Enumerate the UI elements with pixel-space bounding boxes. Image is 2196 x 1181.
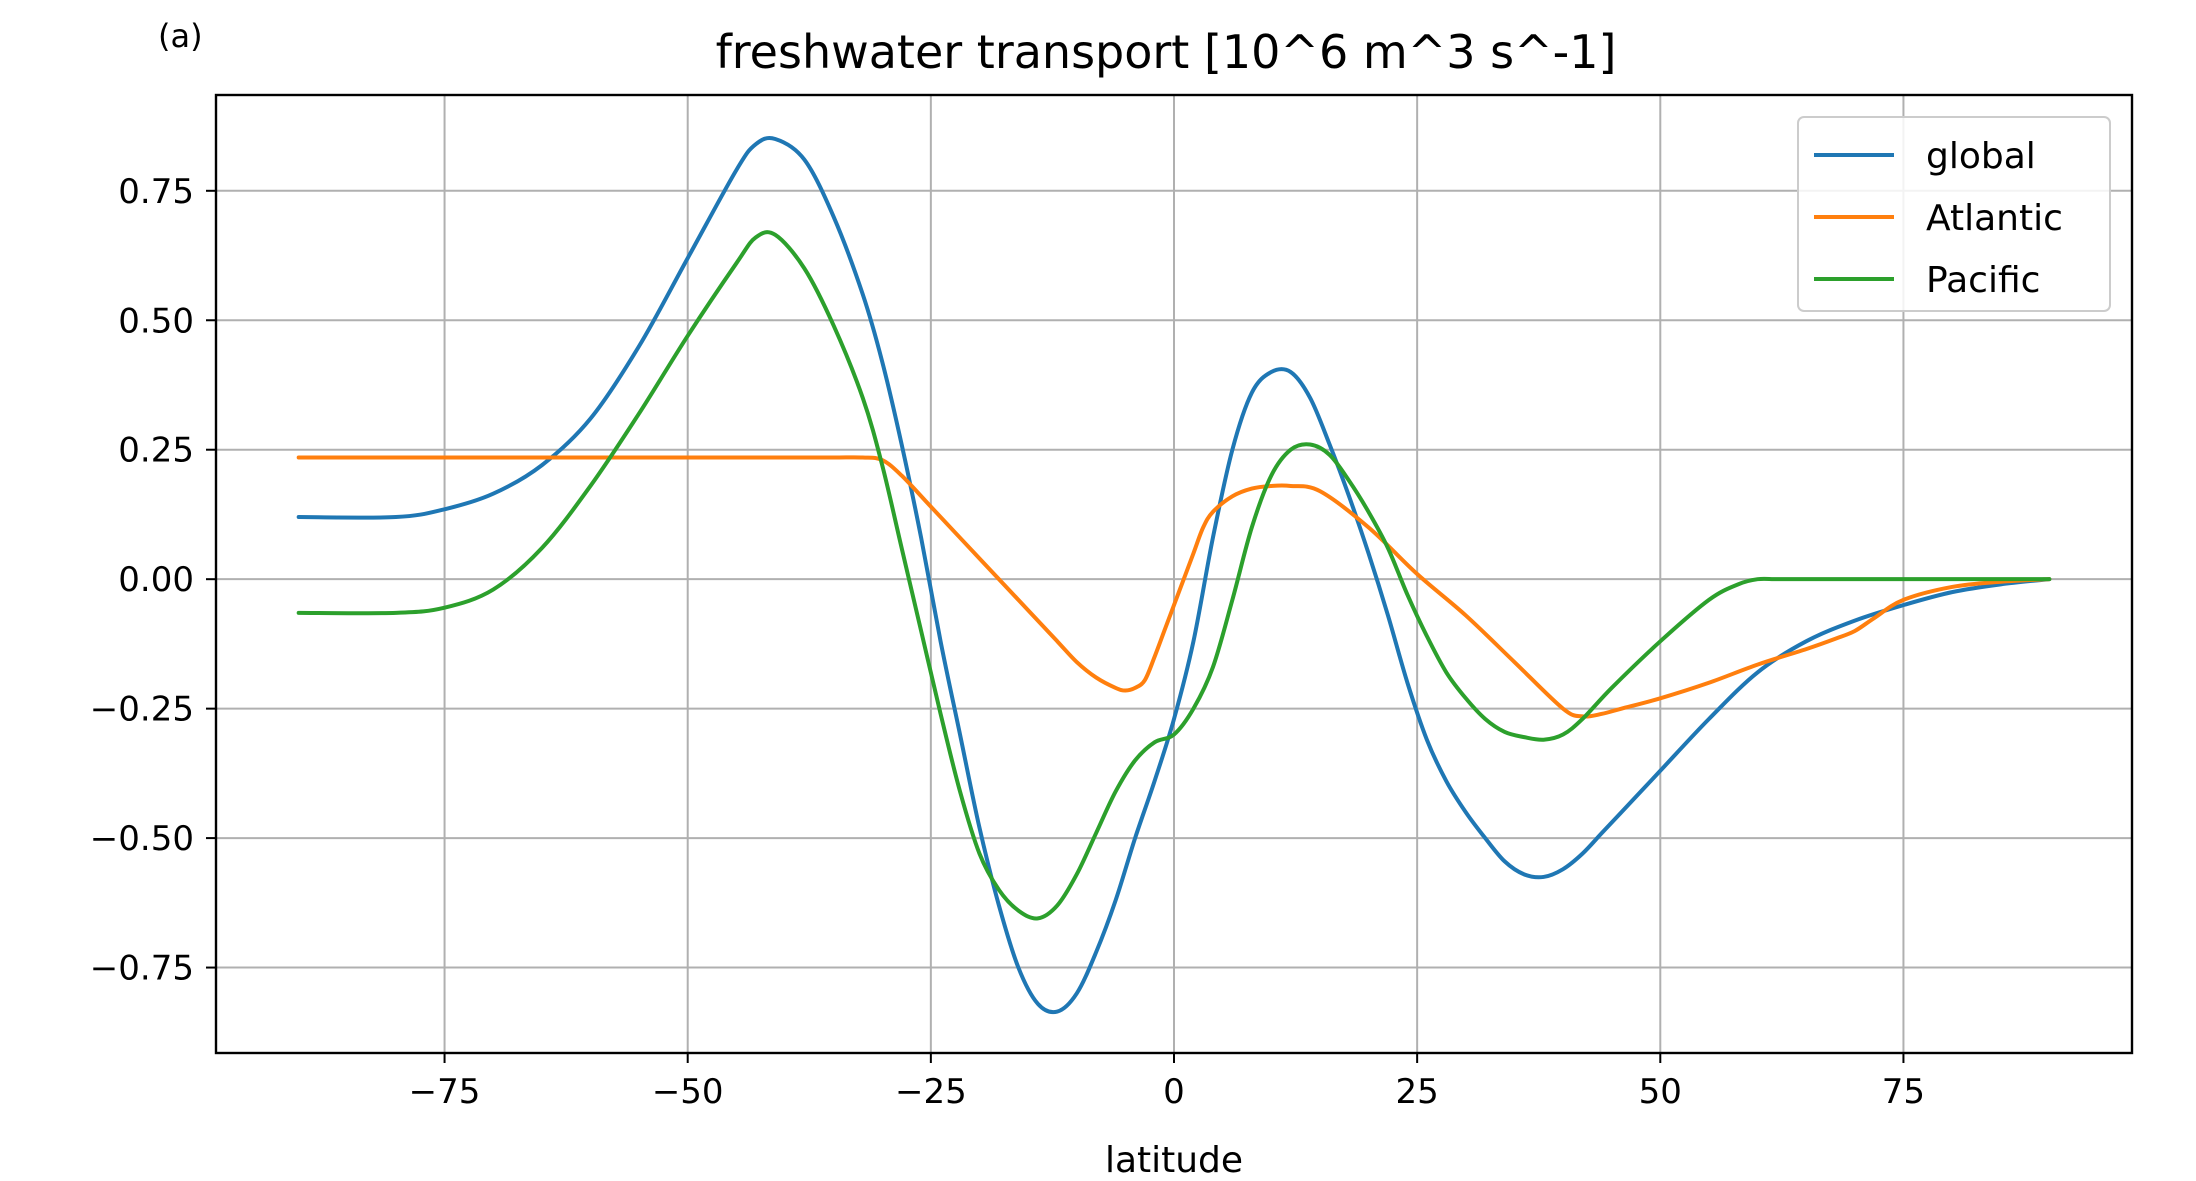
y-tick-label: 0.25 [118,431,194,471]
y-tick-label: 0.00 [118,560,194,600]
x-tick-label: 25 [1396,1072,1439,1112]
legend-label-atlantic: Atlantic [1926,198,2063,239]
x-tick-label: 50 [1639,1072,1682,1112]
x-tick-label: −50 [652,1072,724,1112]
x-tick-label: 0 [1163,1072,1185,1112]
y-tick-label: −0.25 [90,690,194,730]
x-tick-label: −25 [895,1072,967,1112]
chart-title: freshwater transport [10^6 m^3 s^-1] [716,25,1617,79]
y-tick-label: −0.50 [90,819,194,859]
y-tick-label: 0.75 [118,172,194,212]
axis-ticks: −75 −50 −25 0 25 50 75 −0.75 −0.50 −0.25 0.00 0.25 0… [90,172,1925,1112]
x-tick-label: 75 [1882,1072,1925,1112]
y-tick-label: −0.75 [90,949,194,989]
x-axis-label: latitude [1105,1140,1243,1181]
series-line-pacific [296,230,2052,921]
y-tick-label: 0.50 [118,301,194,341]
panel-label: (a) [158,17,203,55]
legend: global Atlantic Pacific [1797,116,2111,312]
legend-label-pacific: Pacific [1926,260,2040,301]
legend-label-global: global [1926,136,2036,177]
legend-box [1797,116,2111,312]
series-lines [296,136,2052,1015]
series-line-global [296,136,2052,1015]
series-line-atlantic [296,455,2052,719]
x-tick-label: −75 [409,1072,481,1112]
